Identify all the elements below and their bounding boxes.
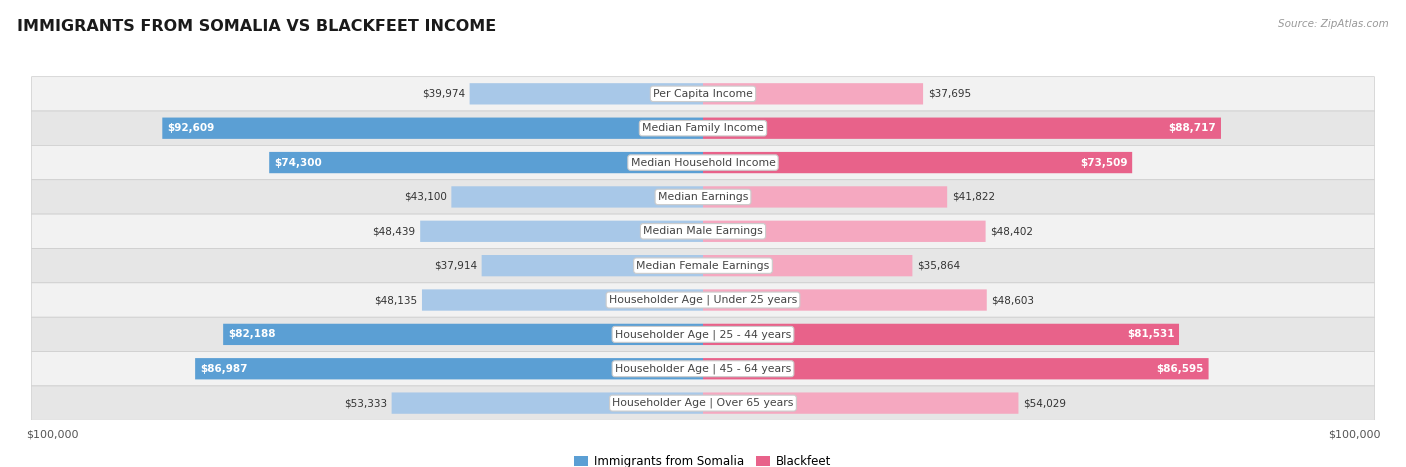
Text: $35,864: $35,864 — [917, 261, 960, 271]
FancyBboxPatch shape — [31, 214, 1375, 248]
Text: Median Family Income: Median Family Income — [643, 123, 763, 133]
Legend: Immigrants from Somalia, Blackfeet: Immigrants from Somalia, Blackfeet — [569, 450, 837, 467]
Text: $48,135: $48,135 — [374, 295, 418, 305]
Text: $48,603: $48,603 — [991, 295, 1035, 305]
Text: $74,300: $74,300 — [274, 157, 322, 168]
Text: IMMIGRANTS FROM SOMALIA VS BLACKFEET INCOME: IMMIGRANTS FROM SOMALIA VS BLACKFEET INC… — [17, 19, 496, 34]
FancyBboxPatch shape — [269, 152, 703, 173]
FancyBboxPatch shape — [224, 324, 703, 345]
Text: Median Male Earnings: Median Male Earnings — [643, 226, 763, 236]
FancyBboxPatch shape — [470, 83, 703, 105]
Text: $100,000: $100,000 — [25, 430, 79, 440]
Text: $43,100: $43,100 — [404, 192, 447, 202]
FancyBboxPatch shape — [31, 77, 1375, 111]
Text: $100,000: $100,000 — [1327, 430, 1381, 440]
FancyBboxPatch shape — [31, 317, 1375, 352]
Text: Source: ZipAtlas.com: Source: ZipAtlas.com — [1278, 19, 1389, 28]
Text: $41,822: $41,822 — [952, 192, 995, 202]
FancyBboxPatch shape — [451, 186, 703, 208]
Text: $81,531: $81,531 — [1126, 329, 1174, 340]
Text: Householder Age | Under 25 years: Householder Age | Under 25 years — [609, 295, 797, 305]
FancyBboxPatch shape — [703, 290, 987, 311]
Text: Median Female Earnings: Median Female Earnings — [637, 261, 769, 271]
FancyBboxPatch shape — [703, 83, 924, 105]
FancyBboxPatch shape — [31, 180, 1375, 214]
Text: $73,509: $73,509 — [1080, 157, 1128, 168]
Text: Median Earnings: Median Earnings — [658, 192, 748, 202]
FancyBboxPatch shape — [420, 220, 703, 242]
FancyBboxPatch shape — [703, 118, 1220, 139]
Text: $86,987: $86,987 — [200, 364, 247, 374]
FancyBboxPatch shape — [703, 255, 912, 276]
FancyBboxPatch shape — [31, 145, 1375, 180]
FancyBboxPatch shape — [703, 152, 1132, 173]
Text: $54,029: $54,029 — [1024, 398, 1066, 408]
Text: $48,402: $48,402 — [990, 226, 1033, 236]
Text: $37,695: $37,695 — [928, 89, 972, 99]
Text: $88,717: $88,717 — [1168, 123, 1216, 133]
Text: Householder Age | 45 - 64 years: Householder Age | 45 - 64 years — [614, 363, 792, 374]
FancyBboxPatch shape — [703, 186, 948, 208]
FancyBboxPatch shape — [31, 111, 1375, 145]
Text: $92,609: $92,609 — [167, 123, 214, 133]
FancyBboxPatch shape — [162, 118, 703, 139]
FancyBboxPatch shape — [703, 358, 1209, 379]
Text: $53,333: $53,333 — [344, 398, 387, 408]
Text: Householder Age | Over 65 years: Householder Age | Over 65 years — [612, 398, 794, 408]
Text: $86,595: $86,595 — [1157, 364, 1204, 374]
Text: Median Household Income: Median Household Income — [630, 157, 776, 168]
Text: $48,439: $48,439 — [373, 226, 416, 236]
FancyBboxPatch shape — [703, 220, 986, 242]
Text: Householder Age | 25 - 44 years: Householder Age | 25 - 44 years — [614, 329, 792, 340]
Text: $39,974: $39,974 — [422, 89, 465, 99]
FancyBboxPatch shape — [31, 248, 1375, 283]
FancyBboxPatch shape — [31, 386, 1375, 420]
Text: $82,188: $82,188 — [228, 329, 276, 340]
FancyBboxPatch shape — [392, 392, 703, 414]
FancyBboxPatch shape — [195, 358, 703, 379]
FancyBboxPatch shape — [422, 290, 703, 311]
FancyBboxPatch shape — [31, 283, 1375, 317]
FancyBboxPatch shape — [482, 255, 703, 276]
Text: Per Capita Income: Per Capita Income — [652, 89, 754, 99]
FancyBboxPatch shape — [31, 352, 1375, 386]
FancyBboxPatch shape — [703, 324, 1180, 345]
FancyBboxPatch shape — [703, 392, 1018, 414]
Text: $37,914: $37,914 — [434, 261, 477, 271]
